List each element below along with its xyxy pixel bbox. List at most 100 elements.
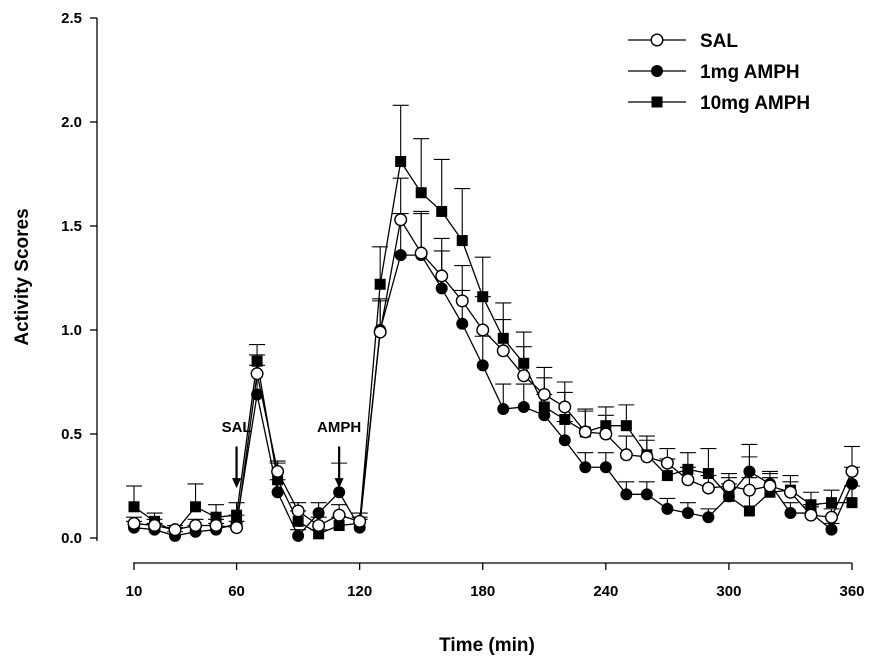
data-point — [681, 473, 695, 487]
data-point — [517, 369, 531, 383]
data-point — [128, 501, 140, 513]
data-point — [374, 278, 386, 290]
data-point — [415, 187, 427, 199]
data-point — [313, 528, 325, 540]
data-point — [784, 507, 797, 520]
data-point — [333, 486, 346, 499]
data-point — [804, 508, 818, 522]
data-point — [189, 519, 203, 533]
annotation-arrowhead — [232, 478, 242, 489]
data-point — [620, 420, 632, 432]
data-point — [209, 519, 223, 533]
legend-label: 1mg AMPH — [700, 62, 800, 83]
data-point — [661, 470, 673, 482]
data-point — [210, 511, 222, 523]
data-point — [148, 519, 162, 533]
data-point — [660, 456, 674, 470]
data-point — [825, 497, 837, 509]
data-point — [251, 355, 263, 367]
data-point — [846, 477, 858, 490]
series-line — [133, 217, 853, 531]
y-ticks: 0.0 0.5 1.0 1.5 2.0 2.5 — [61, 10, 97, 547]
data-point — [414, 246, 428, 260]
data-point — [600, 420, 612, 432]
data-point — [231, 509, 243, 521]
data-point — [579, 461, 592, 474]
legend-item: 10mg AMPH — [628, 93, 810, 114]
data-point — [743, 465, 756, 478]
data-point — [620, 488, 633, 501]
data-point — [599, 461, 612, 474]
x-tick-label: 300 — [716, 583, 741, 600]
data-point — [661, 502, 674, 515]
data-point — [496, 344, 510, 358]
data-point — [168, 523, 182, 537]
legend-item: 1mg AMPH — [628, 62, 800, 83]
data-point — [538, 401, 550, 413]
y-tick-label: 1.5 — [61, 218, 82, 235]
legend: SAL 1mg AMPH 10mg AMPH — [628, 31, 810, 114]
annotations: SAL AMPH — [222, 419, 361, 489]
data-point — [435, 282, 448, 295]
data-point — [845, 464, 859, 478]
x-tick-label: 10 — [126, 583, 143, 600]
data-point — [517, 400, 530, 413]
data-point — [558, 434, 571, 447]
annotation-label: AMPH — [317, 419, 361, 436]
data-point — [722, 479, 736, 493]
data-point — [681, 507, 694, 520]
y-tick-label: 2.0 — [61, 114, 82, 131]
data-point — [271, 464, 285, 478]
data-point — [743, 505, 755, 517]
data-point — [825, 523, 838, 536]
legend-label: 10mg AMPH — [700, 93, 810, 114]
data-point — [127, 516, 141, 530]
legend-marker — [650, 33, 664, 47]
data-point — [824, 510, 838, 524]
data-point — [559, 413, 571, 425]
data-point — [292, 515, 304, 527]
data-point — [476, 323, 490, 337]
data-point — [476, 359, 489, 372]
data-point — [250, 367, 264, 381]
legend-marker — [651, 65, 663, 77]
annotation-label: SAL — [222, 419, 252, 436]
data-point — [455, 294, 469, 308]
data-point — [578, 425, 592, 439]
data-point — [394, 213, 408, 227]
x-tick-label: 60 — [228, 583, 245, 600]
data-point — [497, 332, 509, 344]
data-point — [783, 485, 797, 499]
legend-marker — [651, 96, 663, 108]
data-point — [292, 529, 305, 542]
data-point — [394, 249, 407, 262]
y-tick-label: 0.5 — [61, 426, 82, 443]
data-point — [702, 511, 715, 524]
data-point — [805, 499, 817, 511]
data-point — [701, 481, 715, 495]
data-point — [640, 488, 653, 501]
data-point — [538, 409, 551, 422]
y-tick-label: 0.0 — [61, 530, 82, 547]
data-point — [373, 325, 387, 339]
data-point — [722, 490, 735, 503]
data-point — [640, 450, 654, 464]
data-point — [291, 504, 305, 518]
y-axis: 0.0 0.5 1.0 1.5 2.0 2.5 — [61, 10, 98, 547]
data-point — [763, 479, 777, 493]
legend-item: SAL — [628, 31, 738, 52]
data-point — [312, 519, 326, 533]
x-tick-label: 180 — [470, 583, 495, 600]
x-tick-label: 120 — [347, 583, 372, 600]
data-point — [312, 507, 325, 520]
data-point — [682, 463, 694, 475]
data-point — [497, 403, 510, 416]
data-point — [846, 497, 858, 509]
x-axis: 10 60 120 180 240 300 360 — [126, 562, 865, 600]
data-point — [456, 235, 468, 247]
data-point — [742, 483, 756, 497]
data-point — [272, 474, 284, 486]
data-point — [702, 468, 714, 480]
data-point — [353, 514, 367, 528]
